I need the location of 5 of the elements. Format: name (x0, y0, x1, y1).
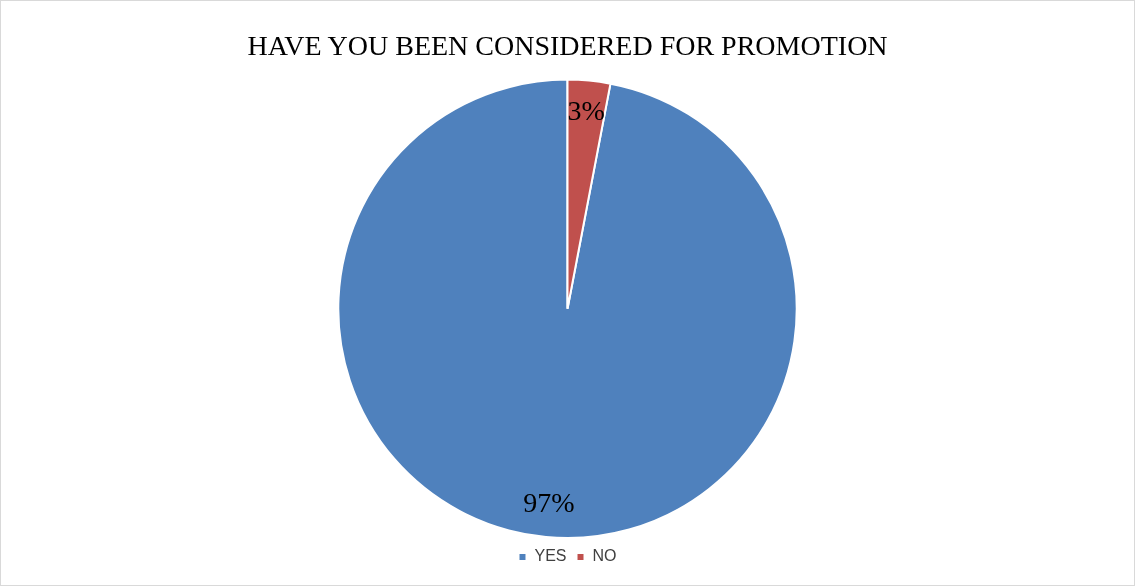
data-label: 97% (523, 487, 575, 519)
legend-label: NO (592, 547, 617, 565)
data-label: 3% (567, 94, 605, 126)
legend-label: YES (534, 547, 567, 565)
chart-title: HAVE YOU BEEN CONSIDERED FOR PROMOTION (247, 30, 888, 62)
